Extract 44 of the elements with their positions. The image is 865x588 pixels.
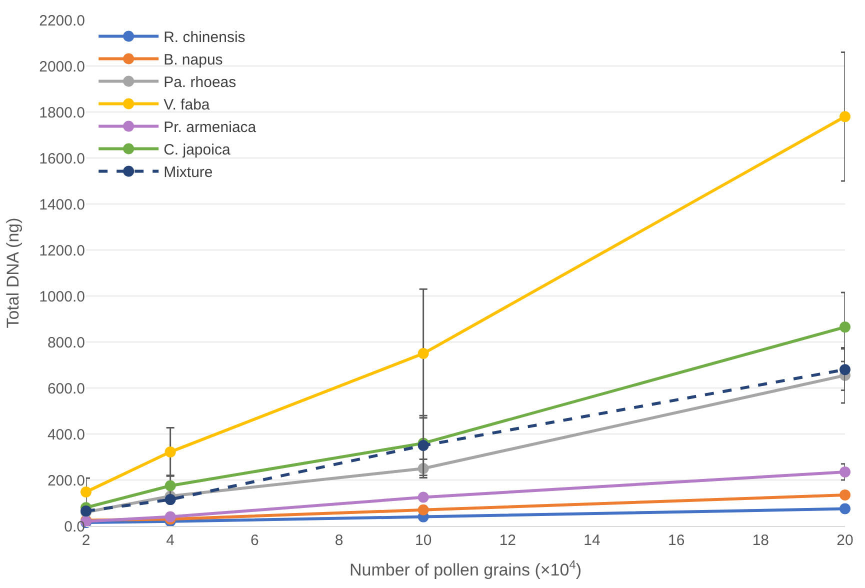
point — [418, 348, 429, 359]
y-tick-label: 1200.0 — [39, 242, 85, 260]
legend-label: Pa. rhoeas — [164, 74, 236, 92]
point — [418, 504, 429, 516]
y-tick-label: 1000.0 — [39, 288, 85, 306]
y-tick-label: 200.0 — [47, 472, 85, 490]
point — [418, 492, 429, 503]
y-tick-label: 2000.0 — [39, 58, 85, 76]
point — [164, 494, 176, 506]
legend-label: B. napus — [164, 52, 223, 69]
legend-label: R. chinensis — [164, 29, 246, 46]
x-tick-label: 20 — [836, 532, 854, 549]
x-tick-label: 10 — [414, 532, 432, 549]
point — [164, 511, 176, 522]
y-tick-label: 1400.0 — [39, 196, 85, 214]
y-tick-label: 2200.0 — [39, 12, 85, 30]
legend-label: Mixture — [164, 164, 213, 182]
y-axis-title: Total DNA (ng) — [4, 218, 23, 328]
x-tick-label: 4 — [166, 532, 174, 549]
x-tick-label: 14 — [584, 532, 600, 549]
point — [164, 446, 176, 458]
y-tick-label: 1800.0 — [39, 104, 85, 122]
point — [840, 489, 850, 500]
point — [840, 322, 850, 333]
point — [840, 111, 850, 122]
legend-label: V. faba — [164, 96, 210, 114]
y-tick-label: 800.0 — [47, 334, 85, 352]
x-tick-label: 18 — [752, 532, 770, 549]
point — [418, 440, 429, 451]
y-tick-label: 600.0 — [47, 380, 85, 398]
y-tick-label: 1600.0 — [39, 150, 85, 168]
point — [840, 503, 850, 514]
legend-label: Pr. armeniaca — [164, 119, 257, 136]
point — [840, 466, 850, 478]
y-tick-label: 400.0 — [47, 426, 85, 444]
x-tick-label: 16 — [668, 532, 685, 549]
x-axis-title: Number of pollen grains (×10$^{4}$) — [349, 557, 582, 580]
x-tick-label: 8 — [334, 532, 344, 549]
point — [164, 480, 176, 492]
x-tick-label: 12 — [499, 532, 516, 549]
point — [840, 364, 850, 376]
x-tick-label: 6 — [250, 532, 259, 549]
point — [80, 486, 92, 498]
legend-label: C. japoica — [164, 142, 231, 159]
